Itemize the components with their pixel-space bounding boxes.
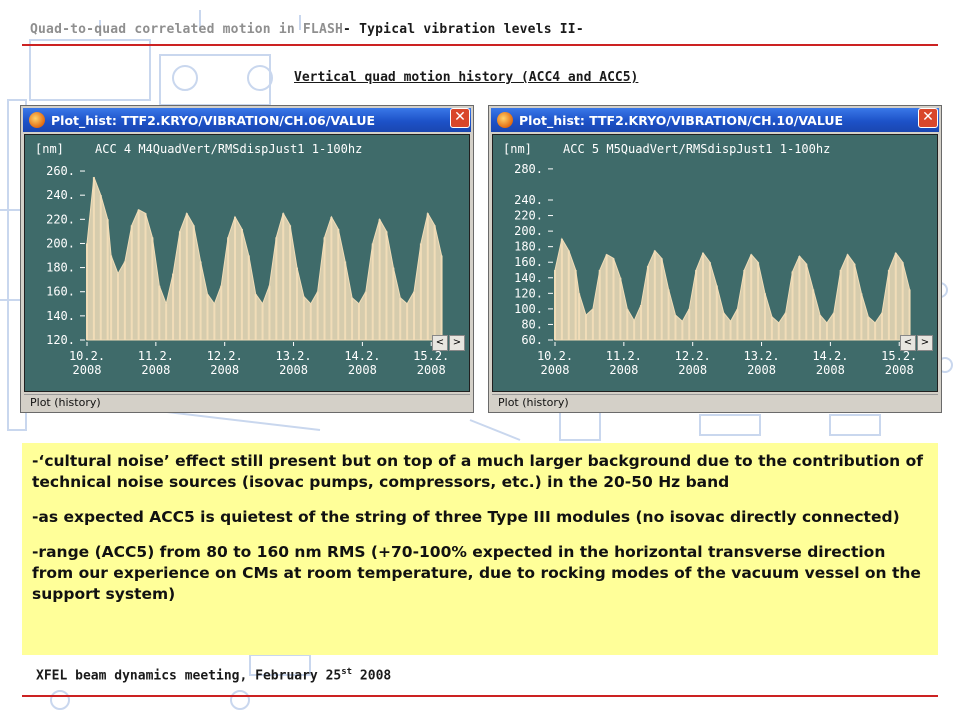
x-tick-day: 11.2. [138, 349, 174, 363]
status-bar: Plot (history) [24, 394, 470, 411]
x-tick-year: 2008 [609, 363, 638, 377]
x-tick-year: 2008 [141, 363, 170, 377]
y-tick-label: 120. [46, 333, 75, 347]
y-tick-label: 140. [46, 309, 75, 323]
app-icon [497, 112, 513, 128]
note-paragraph: -‘cultural noise’ effect still present b… [32, 452, 923, 491]
plot-area: [nm] ACC 5 M5QuadVert/RMSdispJust1 1-100h… [492, 134, 938, 392]
footer-sup: st [341, 667, 353, 677]
notes-box: -‘cultural noise’ effect still present b… [22, 443, 938, 655]
x-tick-year: 2008 [541, 363, 570, 377]
plot-area: [nm] ACC 4 M4QuadVert/RMSdispJust1 1-100h… [24, 134, 470, 392]
chart-title: ACC 4 M4QuadVert/RMSdispJust1 1-100hz [95, 142, 362, 156]
window-title: Plot_hist: TTF2.KRYO/VIBRATION/CH.06/VAL… [51, 112, 376, 128]
series-area [554, 237, 911, 341]
x-tick-year: 2008 [816, 363, 845, 377]
close-button[interactable]: ✕ [918, 108, 938, 128]
chart-acc4: [nm] ACC 4 M4QuadVert/RMSdispJust1 1-100h… [35, 142, 449, 377]
x-tick-year: 2008 [885, 363, 914, 377]
y-tick-label: 80. [521, 317, 543, 331]
series-area [86, 176, 443, 341]
x-tick-day: 13.2. [275, 349, 311, 363]
x-tick-day: 12.2. [675, 349, 711, 363]
title-part1: Quad-to-quad correlated motion in FLASH [30, 22, 344, 37]
scroll-right-button[interactable]: > [917, 335, 933, 351]
x-tick-day: 12.2. [207, 349, 243, 363]
y-tick-label: 100. [514, 302, 543, 316]
plot-window-acc4: Plot_hist: TTF2.KRYO/VIBRATION/CH.06/VAL… [20, 105, 474, 413]
subtitle: Vertical quad motion history (ACC4 and A… [294, 70, 639, 85]
slide-title: Quad-to-quad correlated motion in FLASH-… [30, 22, 584, 37]
y-tick-label: 180. [46, 261, 75, 275]
y-tick-label: 180. [514, 240, 543, 254]
y-tick-label: 60. [521, 333, 543, 347]
x-tick-day: 11.2. [606, 349, 642, 363]
y-tick-label: 200. [514, 224, 543, 238]
x-tick-day: 14.2. [344, 349, 380, 363]
y-tick-label: 260. [46, 164, 75, 178]
y-tick-label: 280. [514, 162, 543, 176]
y-tick-label: 200. [46, 236, 75, 250]
y-tick-label: 160. [46, 285, 75, 299]
close-button[interactable]: ✕ [450, 108, 470, 128]
x-tick-year: 2008 [279, 363, 308, 377]
chart-acc5: [nm] ACC 5 M5QuadVert/RMSdispJust1 1-100h… [503, 142, 917, 377]
window-titlebar[interactable]: Plot_hist: TTF2.KRYO/VIBRATION/CH.10/VAL… [491, 108, 939, 132]
y-tick-label: 240. [46, 188, 75, 202]
note-paragraph: -as expected ACC5 is quietest of the str… [32, 508, 900, 526]
x-tick-year: 2008 [678, 363, 707, 377]
scroll-buttons: < > [432, 335, 465, 351]
y-tick-label: 140. [514, 271, 543, 285]
status-bar: Plot (history) [492, 394, 938, 411]
window-titlebar[interactable]: Plot_hist: TTF2.KRYO/VIBRATION/CH.06/VAL… [23, 108, 471, 132]
x-tick-year: 2008 [747, 363, 776, 377]
scroll-left-button[interactable]: < [432, 335, 448, 351]
y-tick-label: 160. [514, 255, 543, 269]
scroll-buttons: < > [900, 335, 933, 351]
title-part2: - Typical vibration levels II- [343, 22, 584, 37]
unit-label: [nm] [503, 142, 532, 156]
x-tick-day: 14.2. [812, 349, 848, 363]
chart-title: ACC 5 M5QuadVert/RMSdispJust1 1-100hz [563, 142, 830, 156]
x-tick-day: 10.2. [537, 349, 573, 363]
plot-window-acc5: Plot_hist: TTF2.KRYO/VIBRATION/CH.10/VAL… [488, 105, 942, 413]
scroll-right-button[interactable]: > [449, 335, 465, 351]
note-paragraph: -range (ACC5) from 80 to 160 nm RMS (+70… [32, 543, 921, 603]
x-tick-day: 13.2. [743, 349, 779, 363]
x-tick-year: 2008 [417, 363, 446, 377]
unit-label: [nm] [35, 142, 64, 156]
footer-year: 2008 [352, 668, 392, 684]
x-tick-day: 10.2. [69, 349, 105, 363]
x-tick-year: 2008 [348, 363, 377, 377]
window-title: Plot_hist: TTF2.KRYO/VIBRATION/CH.10/VAL… [519, 112, 844, 128]
x-tick-day: 15.2. [881, 349, 917, 363]
scroll-left-button[interactable]: < [900, 335, 916, 351]
y-tick-label: 240. [514, 193, 543, 207]
y-tick-label: 120. [514, 286, 543, 300]
y-tick-label: 220. [514, 209, 543, 223]
app-icon [29, 112, 45, 128]
x-tick-year: 2008 [210, 363, 239, 377]
x-tick-year: 2008 [73, 363, 102, 377]
footer: XFEL beam dynamics meeting, February 25s… [36, 667, 391, 683]
bottom-rule [22, 695, 938, 697]
top-rule [22, 44, 938, 46]
footer-text: XFEL beam dynamics meeting, February 25 [36, 668, 342, 684]
y-tick-label: 220. [46, 212, 75, 226]
x-tick-day: 15.2. [413, 349, 449, 363]
